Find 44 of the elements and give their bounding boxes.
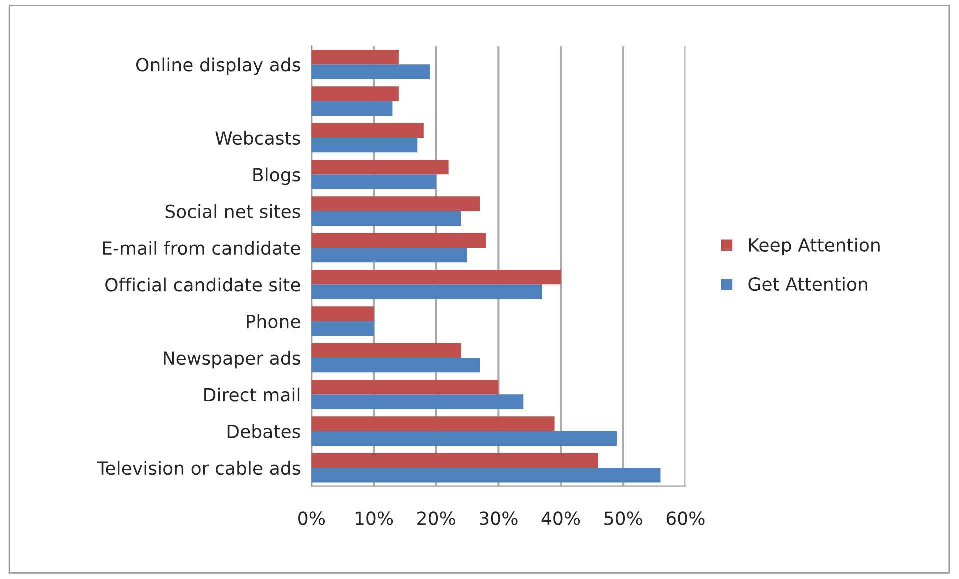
bar xyxy=(312,50,399,65)
x-tick-label: 10% xyxy=(356,512,394,526)
y-tick-label: Official candidate site xyxy=(106,278,300,292)
legend-label: Get Attention xyxy=(748,277,868,292)
x-tick-label: 40% xyxy=(542,512,580,526)
x-tick-label: 50% xyxy=(604,512,642,526)
legend-label: Keep Attention xyxy=(749,238,880,256)
bar xyxy=(312,270,562,285)
y-tick-label: E-mail from candidate xyxy=(103,241,300,256)
bar xyxy=(312,416,555,432)
bar xyxy=(312,380,499,395)
bar xyxy=(312,343,462,358)
bar xyxy=(312,211,462,226)
y-tick-label: Webcasts xyxy=(216,131,300,146)
bar xyxy=(312,321,374,336)
bar xyxy=(312,196,480,212)
y-tick-label: Debates xyxy=(228,424,300,438)
bar xyxy=(312,358,480,373)
bar xyxy=(312,123,424,138)
bar xyxy=(312,248,468,263)
x-tick-label: 20% xyxy=(418,512,456,526)
y-tick-label: Direct mail xyxy=(204,388,300,402)
bar xyxy=(312,86,399,102)
bar xyxy=(312,453,598,468)
x-tick-label: 0% xyxy=(298,512,325,526)
bar xyxy=(312,160,449,175)
bar xyxy=(312,174,436,190)
bar xyxy=(312,101,393,116)
y-tick-label: Newspaper ads xyxy=(164,351,300,369)
bar xyxy=(312,431,618,446)
bar xyxy=(312,233,486,248)
bar xyxy=(312,284,542,300)
bar xyxy=(312,306,374,322)
y-tick-label: Blogs xyxy=(254,168,300,186)
y-tick-label: Online display ads xyxy=(136,58,300,76)
x-tick-label: 60% xyxy=(666,512,705,526)
y-tick-label: Television or cable ads xyxy=(97,461,300,476)
bar xyxy=(312,64,430,80)
y-tick-label: Phone xyxy=(247,314,300,328)
y-tick-label: Social net sites xyxy=(166,204,300,218)
bar xyxy=(312,138,418,153)
bar xyxy=(312,468,661,483)
x-tick-label: 30% xyxy=(480,512,518,526)
bar xyxy=(312,394,524,410)
